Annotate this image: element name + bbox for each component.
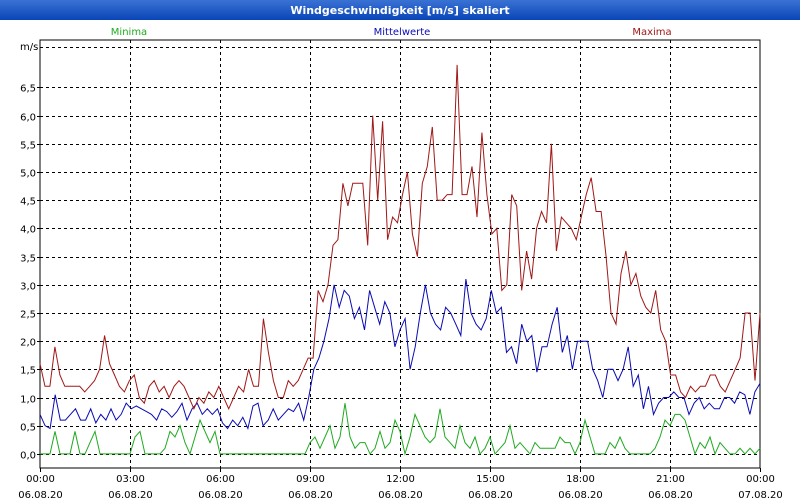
y-tick-label: 2,0 xyxy=(20,338,36,349)
x-tick-date-label: 06.08.20 xyxy=(378,490,423,500)
y-tick-label: 0,5 xyxy=(20,423,36,434)
x-tick-time-label: 09:00 xyxy=(296,474,325,485)
x-tick-time-label: 18:00 xyxy=(566,474,595,485)
mittelwerte-series-line xyxy=(39,279,761,431)
y-tick-label: 6,5 xyxy=(20,84,36,95)
y-tick-label: 4,5 xyxy=(20,197,36,208)
x-tick-time-label: 03:00 xyxy=(116,474,145,485)
legend-minima: Minima xyxy=(111,27,147,38)
x-tick-time-label: 12:00 xyxy=(386,474,415,485)
y-tick-label: 3,0 xyxy=(20,282,36,293)
legend-maxima: Maxima xyxy=(632,27,671,38)
x-tick-date-label: 06.08.20 xyxy=(648,490,693,500)
maxima-series-line xyxy=(39,64,761,411)
x-tick-time-label: 00:00 xyxy=(26,474,55,485)
minima-series-line xyxy=(40,403,761,456)
x-tick-date-label: 06.08.20 xyxy=(198,490,243,500)
y-tick-label: 2,5 xyxy=(20,310,36,321)
y-tick-label: 1,0 xyxy=(20,395,36,406)
y-tick-label: 6,0 xyxy=(20,113,36,124)
chart-title: Windgeschwindigkeit [m/s] skaliert xyxy=(0,0,800,20)
x-tick-time-label: 00:00 xyxy=(746,474,775,485)
x-tick-time-label: 15:00 xyxy=(476,474,505,485)
y-tick-label: 3,5 xyxy=(20,254,36,265)
y-tick-label: 5,0 xyxy=(20,169,36,180)
y-tick-label: 4,0 xyxy=(20,225,36,236)
x-tick-time-label: 21:00 xyxy=(656,474,685,485)
x-tick-date-label: 06.08.20 xyxy=(288,490,333,500)
y-tick-label: 0,0 xyxy=(20,451,36,462)
x-tick-date-label: 07.08.20 xyxy=(738,490,783,500)
x-tick-date-label: 06.08.20 xyxy=(18,490,63,500)
y-tick-label: 5,5 xyxy=(20,141,36,152)
x-tick-date-label: 06.08.20 xyxy=(558,490,603,500)
wind-speed-chart: 0,0 0,5 1,0 1,5 2,0 2,5 3,0 3,5 4,0 4,5 5,0 5,5 6,0 6… xyxy=(18,27,783,500)
y-tick-label: 1,5 xyxy=(20,366,36,377)
legend-mittelwerte: Mittelwerte xyxy=(374,27,431,38)
x-tick-date-label: 06.08.20 xyxy=(108,490,153,500)
y-axis-unit-label: m/s xyxy=(20,42,38,53)
x-tick-date-label: 06.08.20 xyxy=(468,490,513,500)
x-tick-time-label: 06:00 xyxy=(206,474,235,485)
